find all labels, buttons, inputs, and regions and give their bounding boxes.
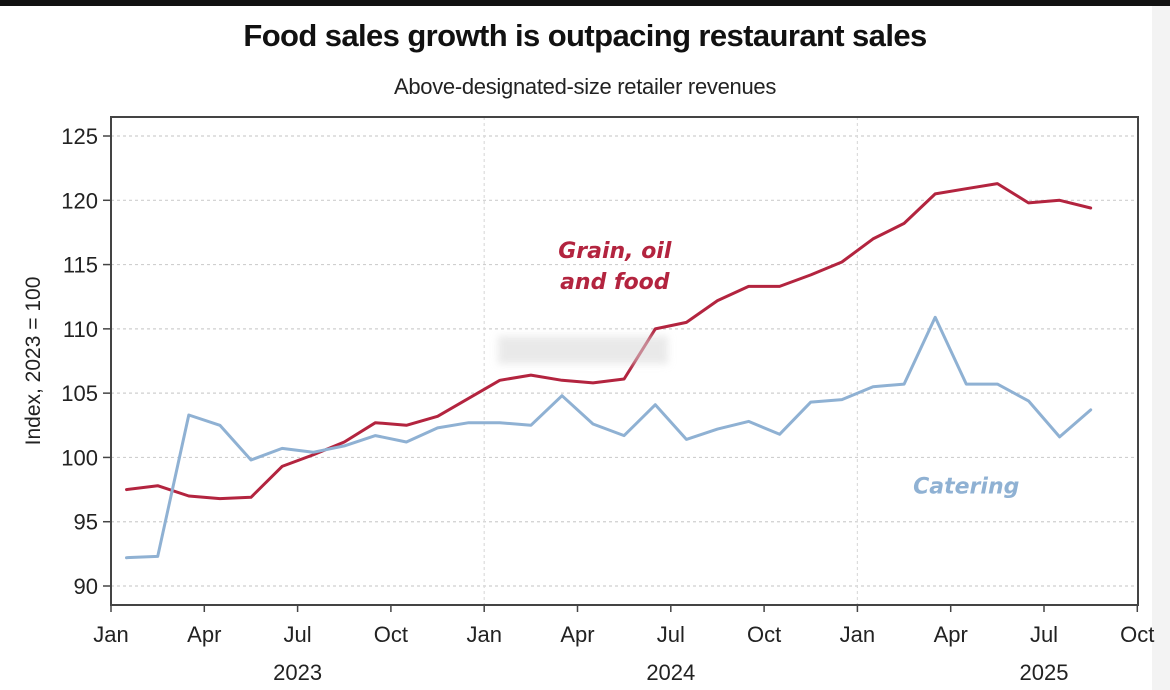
x-tick-label: Apr	[187, 622, 221, 647]
annotations: Grain, oil and food Catering	[558, 239, 1019, 499]
year-label: 2024	[646, 660, 695, 685]
x-tick-label: Apr	[934, 622, 968, 647]
x-tick-label: Oct	[1120, 622, 1154, 647]
series-annotation: and food	[560, 270, 670, 295]
y-tick-label: 105	[61, 381, 98, 406]
top-bar	[0, 0, 1170, 6]
series-line-catering	[125, 315, 1093, 560]
y-tick-label: 115	[63, 253, 98, 278]
y-tick-label: 100	[61, 445, 98, 470]
chart-subtitle: Above-designated-size retailer revenues	[393, 74, 777, 99]
x-axis: Jan Apr Jul Oct Jan Apr Jul Oct Jan Apr Jul Oct 2023…	[93, 605, 1154, 685]
x-tick-label: Oct	[747, 622, 781, 647]
y-tick-label: 90	[74, 574, 98, 599]
x-tick-label: Apr	[560, 622, 594, 647]
y-axis-title: Index, 2023 = 100	[22, 277, 45, 446]
x-tick-label: Jan	[840, 622, 875, 647]
y-tick-label: 120	[61, 188, 98, 213]
chart-title: Food sales growth is outpacing restauran…	[243, 18, 927, 53]
series-annotation: Catering	[913, 474, 1019, 499]
x-tick-label: Jul	[657, 622, 685, 647]
y-axis: 90 95 100 105 110 115 120 125	[61, 124, 111, 599]
x-tick-label: Jan	[466, 622, 501, 647]
watermark-blur	[498, 336, 668, 364]
y-tick-label: 125	[61, 124, 98, 149]
plot-frame	[110, 116, 1139, 606]
x-tick-label: Jan	[93, 622, 128, 647]
year-label: 2025	[1020, 660, 1069, 685]
year-label: 2023	[273, 660, 322, 685]
x-tick-label: Jul	[1030, 622, 1058, 647]
x-tick-label: Oct	[374, 622, 408, 647]
right-edge-strip	[1152, 6, 1170, 690]
series-line-grain-oil-and-food	[125, 182, 1093, 501]
series-annotation: Grain, oil	[558, 239, 672, 264]
y-tick-label: 110	[63, 317, 98, 342]
y-tick-label: 95	[74, 510, 98, 535]
x-tick-label: Jul	[284, 622, 312, 647]
series-group	[125, 182, 1093, 560]
